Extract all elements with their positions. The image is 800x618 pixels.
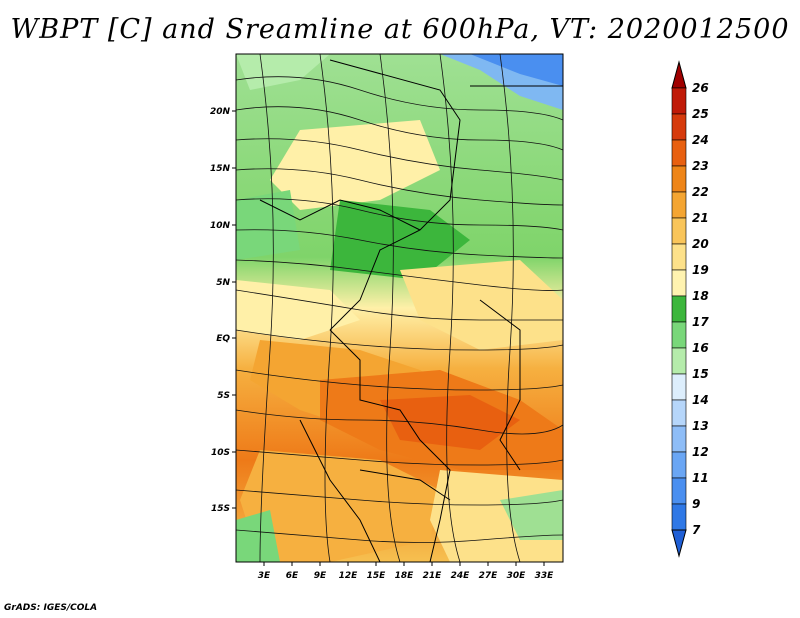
lon-label: 24E bbox=[451, 571, 471, 581]
y-axis-labels: 20N 15N 10N 5N EQ 5S 10S 15S bbox=[210, 107, 231, 514]
colorbar-label: 7 bbox=[692, 523, 701, 537]
colorbar-swatch bbox=[671, 451, 687, 479]
lon-label: 27E bbox=[479, 571, 499, 581]
colorbar-label: 11 bbox=[692, 471, 709, 485]
colorbar-label: 23 bbox=[692, 159, 709, 173]
colorbar-label: 14 bbox=[692, 393, 709, 407]
footer-credit: GrADS: IGES/COLA bbox=[4, 603, 98, 613]
colorbar-swatch bbox=[671, 165, 687, 193]
colorbar-label: 24 bbox=[692, 133, 709, 147]
colorbar-label: 21 bbox=[692, 211, 709, 225]
lon-label: 3E bbox=[258, 571, 271, 581]
colorbar-swatch bbox=[671, 217, 687, 245]
colorbar-label: 18 bbox=[692, 289, 709, 303]
colorbar-label: 26 bbox=[692, 81, 709, 95]
lat-label: 10N bbox=[210, 221, 231, 231]
lon-label: 15E bbox=[367, 571, 387, 581]
colorbar-label: 25 bbox=[692, 107, 709, 121]
colorbar-swatch bbox=[671, 425, 687, 453]
lon-label: 6E bbox=[286, 571, 299, 581]
colorbar-swatch bbox=[671, 295, 687, 323]
colorbar-label: 15 bbox=[692, 367, 709, 381]
colorbar-swatch bbox=[671, 321, 687, 349]
lon-label: 12E bbox=[339, 571, 359, 581]
colorbar-swatch bbox=[671, 243, 687, 271]
lat-label: 15S bbox=[211, 504, 230, 514]
colorbar-label: 12 bbox=[692, 445, 709, 459]
map-area[interactable] bbox=[236, 54, 563, 562]
colorbar: 26 25 24 23 22 21 20 19 18 17 16 15 14 13 12 11 9 7 bbox=[671, 60, 709, 558]
colorbar-swatch bbox=[671, 399, 687, 427]
lon-label: 30E bbox=[507, 571, 527, 581]
lat-label: 5N bbox=[216, 278, 230, 288]
colorbar-swatch bbox=[671, 373, 687, 401]
lon-label: 21E bbox=[423, 571, 443, 581]
colorbar-swatch bbox=[671, 347, 687, 375]
lon-label: 33E bbox=[535, 571, 555, 581]
lon-label: 18E bbox=[395, 571, 415, 581]
colorbar-label: 17 bbox=[692, 315, 709, 329]
lat-label: 5S bbox=[217, 391, 230, 401]
colorbar-swatch bbox=[671, 87, 687, 115]
colorbar-swatch bbox=[671, 269, 687, 297]
map-frame bbox=[235, 53, 564, 563]
x-axis-ticks bbox=[263, 562, 545, 566]
colorbar-label: 16 bbox=[692, 341, 709, 355]
colorbar-swatch bbox=[671, 191, 687, 219]
colorbar-min-triangle bbox=[671, 529, 687, 558]
lat-label: EQ bbox=[216, 334, 230, 344]
country-borders bbox=[259, 59, 563, 562]
colorbar-swatch bbox=[671, 113, 687, 141]
colorbar-label: 19 bbox=[692, 263, 709, 277]
colorbar-swatch bbox=[671, 503, 687, 531]
colorbar-label: 9 bbox=[692, 497, 700, 511]
colorbar-label: 13 bbox=[692, 419, 709, 433]
lon-label: 9E bbox=[314, 571, 327, 581]
colorbar-swatch bbox=[671, 139, 687, 167]
map-title: WBPT [C] and Sreamline at 600hPa, VT: 20… bbox=[10, 14, 790, 45]
colorbar-label: 20 bbox=[692, 237, 709, 251]
lat-label: 20N bbox=[210, 107, 231, 117]
lat-label: 15N bbox=[210, 164, 231, 174]
x-axis-labels: 3E 6E 9E 12E 15E 18E 21E 24E 27E 30E 33E bbox=[258, 571, 554, 581]
streamlines bbox=[236, 54, 563, 562]
colorbar-label: 22 bbox=[692, 185, 709, 199]
colorbar-swatch bbox=[671, 477, 687, 505]
colorbar-max-triangle bbox=[671, 60, 687, 89]
y-axis-ticks bbox=[232, 110, 236, 509]
lat-label: 10S bbox=[211, 448, 230, 458]
